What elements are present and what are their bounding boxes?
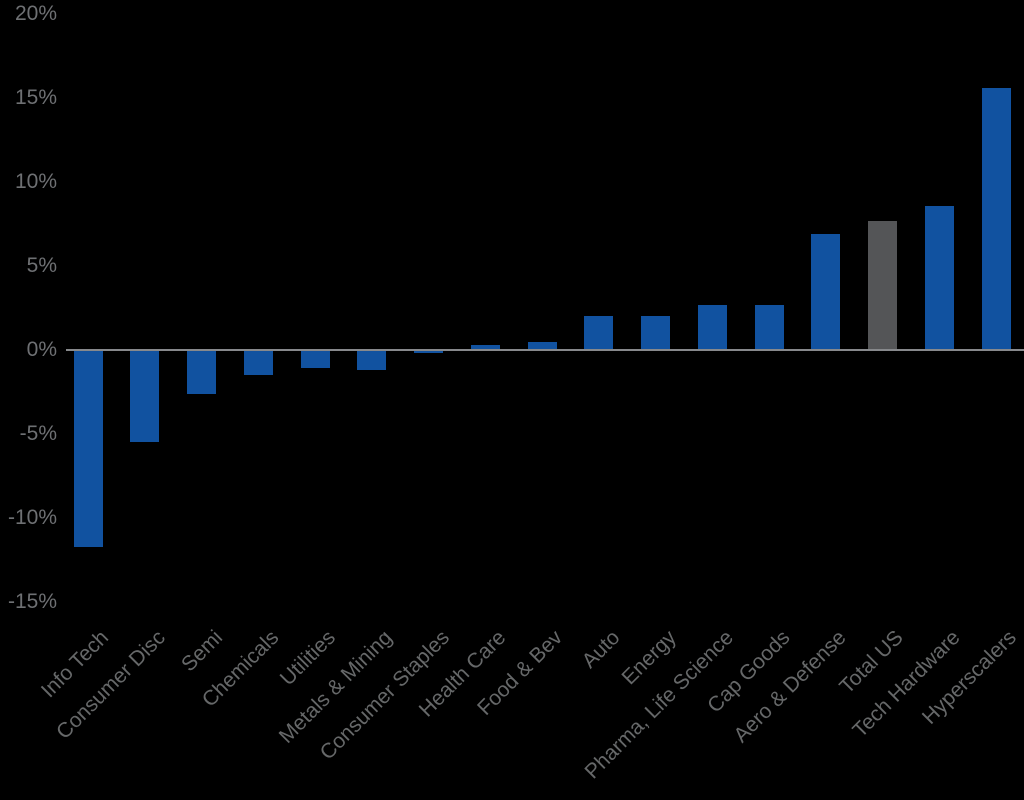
bar-cap-goods <box>754 304 784 350</box>
y-axis-tick-15: -15% <box>7 590 57 613</box>
y-axis-tick-5: -5% <box>19 422 57 445</box>
bar-health-care <box>470 344 500 350</box>
bar-consumer-staples <box>414 350 443 354</box>
bar-pharma-life-science <box>697 304 727 350</box>
bar-energy <box>641 316 670 350</box>
bar-total-us <box>868 220 897 350</box>
bar-utilities <box>300 350 330 369</box>
y-axis-tick-10: 10% <box>14 170 57 193</box>
zero-baseline <box>66 349 1024 351</box>
bar-consumer-disc <box>130 350 160 443</box>
x-axis-label-semi: Semi <box>176 626 227 677</box>
x-axis-label-auto: Auto <box>577 626 625 673</box>
bar-aero-defense <box>811 234 841 350</box>
bar-tech-hardware <box>924 205 954 350</box>
y-axis-tick-10: -10% <box>7 506 57 529</box>
bar-metals-mining <box>357 350 387 371</box>
y-axis-tick-5: 5% <box>26 254 57 277</box>
bar-semi <box>187 350 216 394</box>
y-axis-tick-0: 0% <box>26 338 57 361</box>
bar-auto <box>584 316 614 350</box>
y-axis-tick-20: 20% <box>14 2 57 25</box>
bar-info-tech <box>73 350 103 547</box>
bar-chemicals <box>243 350 273 376</box>
y-axis-tick-15: 15% <box>14 86 57 109</box>
bar-food-bev <box>527 341 557 350</box>
bar-hyperscalers <box>981 87 1011 350</box>
